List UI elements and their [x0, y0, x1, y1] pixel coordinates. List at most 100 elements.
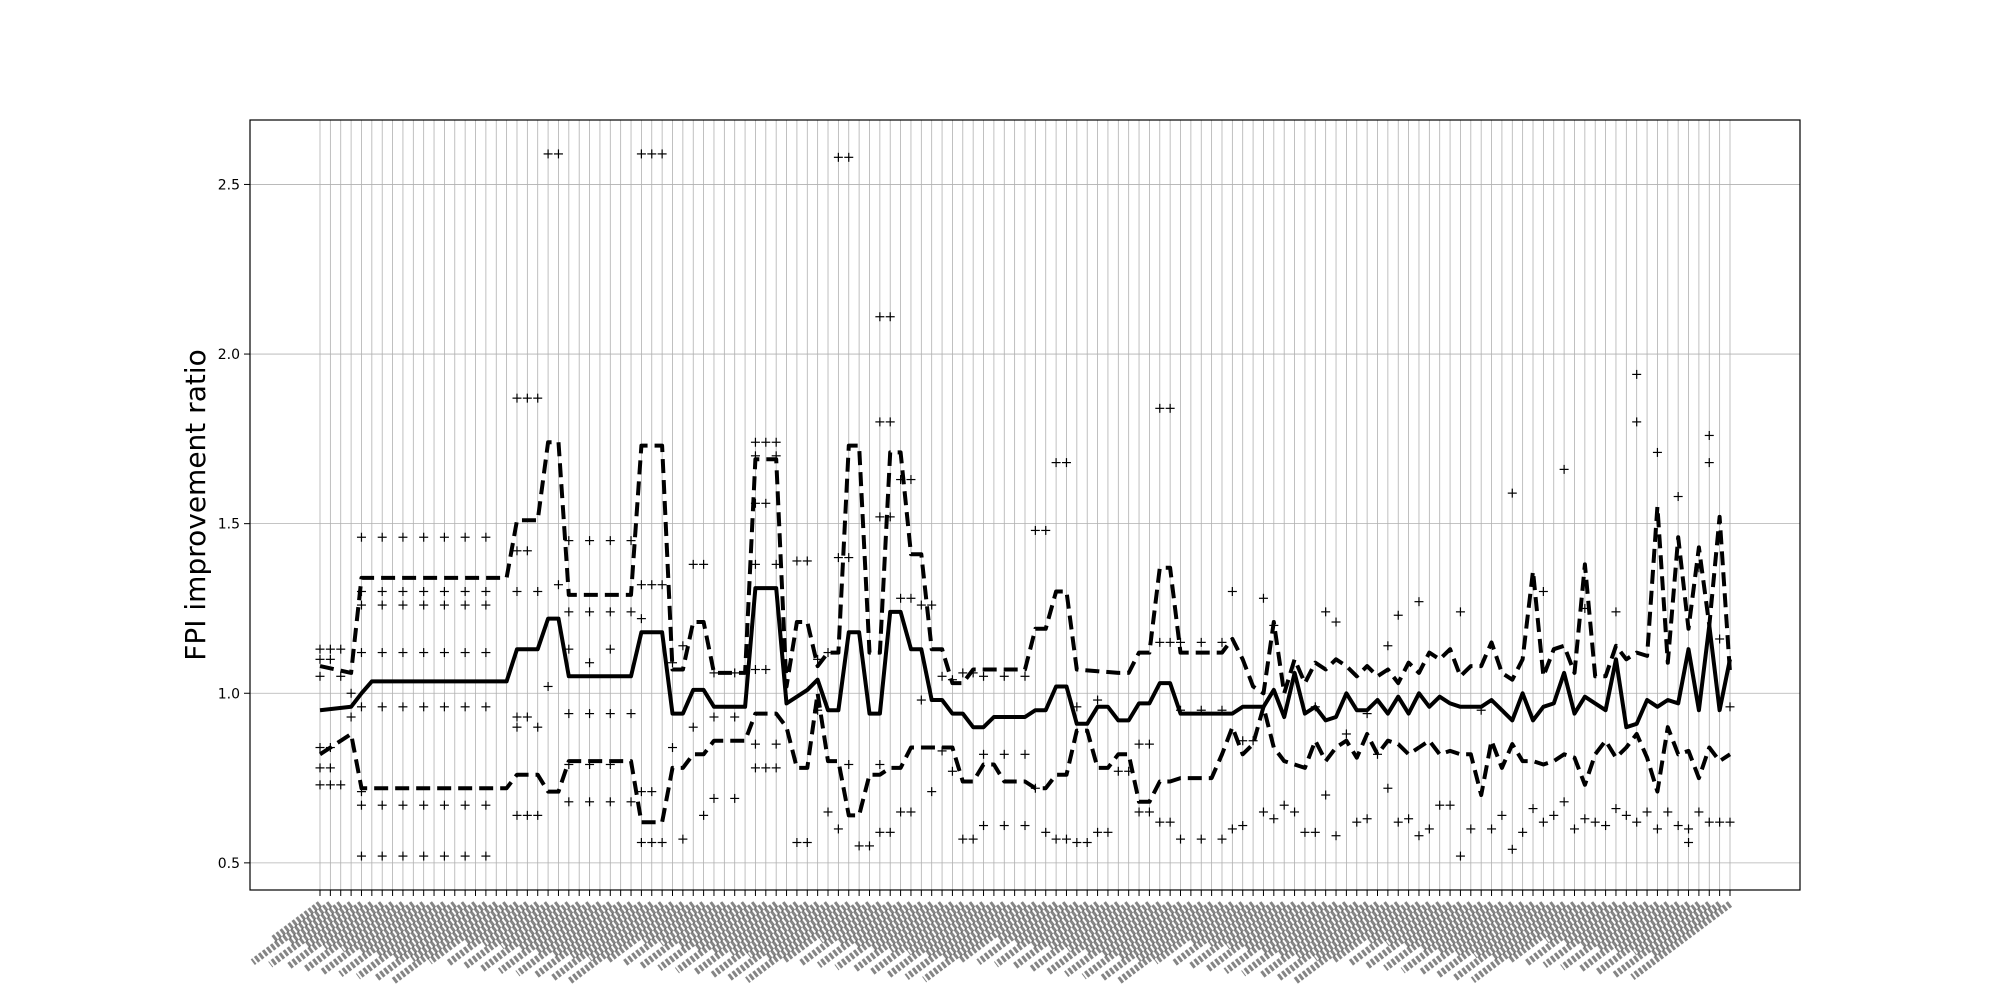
y-axis-title: FPI improvement ratio: [179, 349, 212, 661]
data-point-marker: [750, 665, 760, 675]
data-point-marker: [419, 851, 429, 861]
x-tick-label: [1099, 901, 1204, 982]
x-tick-label: [1561, 901, 1619, 946]
data-point-marker: [1321, 790, 1331, 800]
data-point-marker: [543, 681, 553, 691]
data-point-marker: [1020, 749, 1030, 759]
data-point-marker: [1704, 458, 1714, 468]
data-point-marker: [439, 648, 449, 658]
data-point-marker: [916, 695, 926, 705]
x-tick-label: [480, 901, 571, 972]
x-tick-label: [499, 901, 561, 950]
data-point-marker: [647, 149, 657, 159]
x-tick-label: [1029, 901, 1121, 973]
data-point-marker: [605, 607, 615, 617]
data-point-marker: [398, 648, 408, 658]
data-point-marker: [325, 644, 335, 654]
x-tick-label: [340, 901, 406, 953]
data-point-marker: [1497, 810, 1507, 820]
x-tick-label: [1116, 901, 1225, 985]
data-point-marker: [533, 393, 543, 403]
data-point-marker: [1258, 807, 1268, 817]
x-tick-label: [287, 901, 343, 946]
x-tick-label: [517, 901, 582, 952]
data-point-marker: [709, 668, 719, 678]
y-tick-label: 2.5: [218, 177, 240, 193]
data-point-marker: [512, 810, 522, 820]
data-point-marker: [512, 586, 522, 596]
data-point-marker: [512, 546, 522, 556]
data-point-marker: [678, 834, 688, 844]
data-point-marker: [1051, 458, 1061, 468]
data-point-marker: [419, 702, 429, 712]
data-point-marker: [1684, 838, 1694, 848]
data-point-marker: [1227, 824, 1237, 834]
data-point-marker: [750, 559, 760, 569]
data-point-marker: [688, 722, 698, 732]
x-tick-label: [1260, 901, 1328, 955]
data-point-marker: [730, 793, 740, 803]
data-point-marker: [605, 797, 615, 807]
data-point-marker: [1725, 817, 1735, 827]
data-point-marker: [1093, 695, 1103, 705]
data-point-marker: [1258, 593, 1268, 603]
data-point-marker: [315, 743, 325, 753]
data-point-marker: [439, 600, 449, 610]
data-point-marker: [699, 559, 709, 569]
data-point-marker: [927, 600, 937, 610]
data-point-marker: [543, 149, 553, 159]
x-tick-label: [1258, 901, 1359, 979]
x-tick-label: [818, 901, 872, 944]
data-point-marker: [377, 600, 387, 610]
data-point-marker: [1455, 851, 1465, 861]
x-tick-label: [1188, 901, 1276, 970]
data-point-marker: [927, 787, 937, 797]
data-point-marker: [885, 827, 895, 837]
data-point-marker: [1611, 607, 1621, 617]
data-point-marker: [999, 749, 1009, 759]
x-tick-label: [1400, 901, 1494, 974]
data-point-marker: [460, 648, 470, 658]
x-tick-label: [1295, 901, 1370, 960]
x-tick-label: [269, 901, 323, 943]
data-point-marker: [398, 702, 408, 712]
data-point-marker: [833, 152, 843, 162]
data-point-marker: [1155, 817, 1165, 827]
series-layer: [318, 440, 1732, 825]
x-tick-label: [727, 901, 831, 981]
data-point-marker: [356, 702, 366, 712]
data-point-marker: [968, 834, 978, 844]
data-point-marker: [761, 665, 771, 675]
data-point-marker: [1507, 488, 1517, 498]
data-point-marker: [585, 658, 595, 668]
data-point-marker: [585, 536, 595, 546]
data-point-marker: [1549, 810, 1559, 820]
data-point-marker: [896, 807, 906, 817]
x-tick-label: [639, 901, 727, 969]
data-point-marker: [460, 532, 470, 542]
data-point-marker: [419, 586, 429, 596]
data-point-marker: [1559, 464, 1569, 474]
data-point-marker: [896, 593, 906, 603]
x-tick-label: [1011, 901, 1100, 970]
x-tick-label: [304, 901, 364, 948]
x-tick-label: [906, 901, 976, 956]
data-point-marker: [398, 600, 408, 610]
x-tick-label: [1579, 901, 1639, 949]
x-tick-label: [836, 901, 893, 946]
x-tick-label: [569, 901, 644, 960]
data-point-marker: [439, 532, 449, 542]
x-tick-label: [1276, 901, 1380, 982]
data-point-marker: [802, 556, 812, 566]
data-point-marker: [512, 722, 522, 732]
data-point-marker: [460, 600, 470, 610]
data-point-marker: [522, 393, 532, 403]
data-point-marker: [605, 709, 615, 719]
data-point-marker: [1424, 824, 1434, 834]
data-point-marker: [1041, 827, 1051, 837]
data-point-marker: [657, 838, 667, 848]
data-point-marker: [1341, 729, 1351, 739]
data-point-marker: [1601, 821, 1611, 831]
x-tick-label: [1577, 901, 1670, 973]
data-point-marker: [1290, 807, 1300, 817]
